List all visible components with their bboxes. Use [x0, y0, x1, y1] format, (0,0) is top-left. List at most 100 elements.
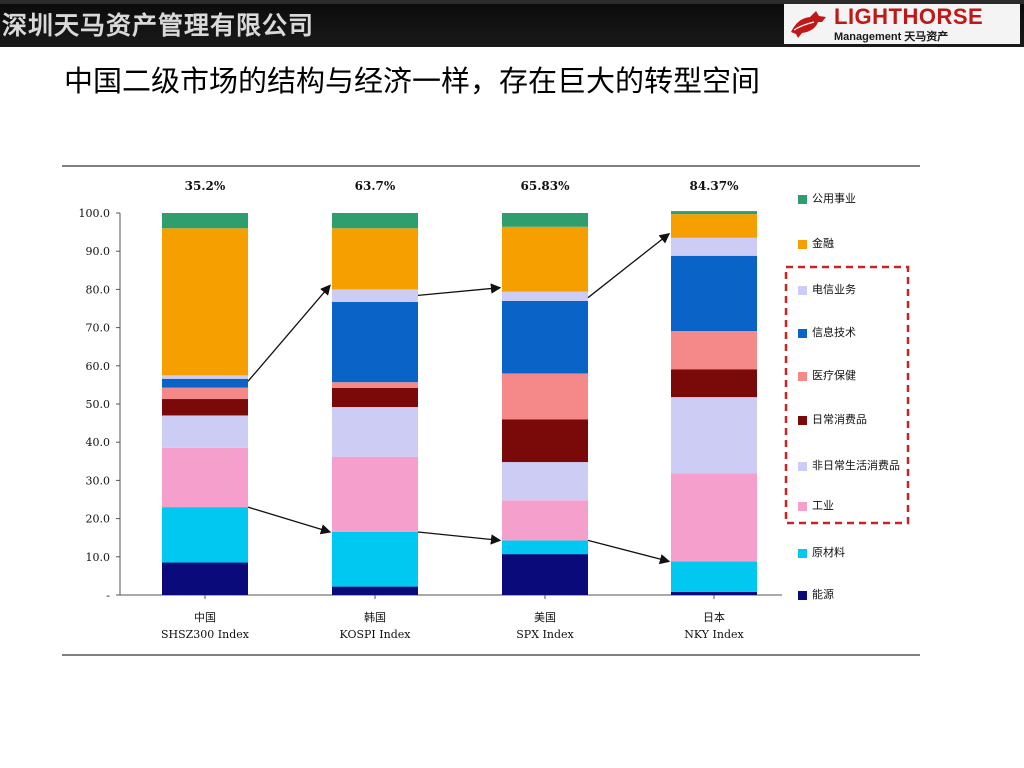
x-index-label: SPX Index: [516, 628, 574, 641]
bar-segment: [502, 554, 588, 595]
legend-item: 电信业务: [794, 282, 914, 302]
sector-structure-chart: 100.0 90.0 80.0 70.0 60.0 50.0 40.0 30.0 20.0 10.…: [62, 165, 920, 657]
trend-arrow: [417, 531, 502, 545]
y-tick-label: 20.0: [86, 513, 111, 526]
stacked-bar-chart: 100.0 90.0 80.0 70.0 60.0 50.0 40.0 30.0 20.0 10.…: [62, 165, 920, 656]
trend-arrow: [247, 506, 332, 535]
bar-segment: [162, 387, 248, 400]
company-name: 深圳天马资产管理有限公司: [2, 11, 315, 40]
bar-segment: [332, 531, 418, 587]
legend-item: 原材料: [794, 545, 914, 565]
y-tick-label: 50.0: [86, 398, 111, 411]
bar-segment: [502, 500, 588, 541]
legend-label: 金融: [812, 237, 834, 250]
legend-item: 医疗保健: [794, 368, 914, 388]
lighthorse-logo: LIGHTHORSE Management 天马资产: [784, 4, 1020, 44]
bar-segment: [332, 456, 418, 532]
header-top-line: [0, 0, 1024, 4]
trend-arrow: [247, 284, 331, 382]
legend-item: 工业: [794, 498, 914, 518]
bar-segment: [332, 586, 418, 595]
bar-segment: [332, 407, 418, 457]
legend-swatch: [798, 286, 807, 295]
x-index-label: SHSZ300 Index: [161, 628, 250, 641]
bar-segment: [162, 507, 248, 563]
legend-item: 金融: [794, 236, 914, 256]
trend-arrow: [417, 283, 502, 297]
bar-segment: [332, 213, 418, 229]
legend-label: 电信业务: [812, 283, 856, 296]
bar-segment: [332, 382, 418, 388]
logo-sub-text: Management 天马资产: [834, 31, 949, 43]
legend-item: 非日常生活消费品: [794, 458, 914, 478]
legend-swatch: [798, 462, 807, 471]
y-tick-label: 90.0: [86, 245, 111, 258]
legend-item: 能源: [794, 587, 914, 607]
x-category-label: 韩国: [364, 610, 386, 624]
bar-segment: [671, 591, 757, 595]
x-category-label: 美国: [534, 611, 556, 624]
legend-label: 非日常生活消费品: [812, 459, 900, 472]
legend-label: 工业: [812, 499, 834, 512]
bar-segment: [671, 369, 757, 398]
bar-segment: [332, 289, 418, 303]
legend-swatch: [798, 195, 807, 204]
bar-top-label: 63.7%: [355, 179, 396, 193]
legend-label: 信息技术: [812, 326, 856, 339]
legend-item: 公用事业: [794, 191, 914, 211]
bar-segment: [332, 302, 418, 383]
bar-segment: [502, 462, 588, 501]
legend-swatch: [798, 329, 807, 338]
y-tick-label: 60.0: [86, 360, 111, 373]
bar-segment: [162, 213, 248, 229]
bar-segment: [502, 300, 588, 374]
bar-segment: [671, 397, 757, 474]
legend-label: 医疗保健: [812, 369, 856, 382]
y-tick-label: 10.0: [86, 551, 111, 564]
bar-segment: [502, 540, 588, 555]
bar-segment: [671, 255, 757, 332]
y-tick-label: 100.0: [79, 207, 111, 220]
bar-top-label: 65.83%: [521, 179, 571, 193]
y-tick-label: 70.0: [86, 322, 111, 335]
bar-segment: [332, 387, 418, 408]
x-index-label: NKY Index: [684, 628, 744, 641]
bar-segment: [671, 561, 757, 592]
legend-label: 能源: [812, 588, 834, 601]
y-tick-label: 40.0: [86, 436, 111, 449]
bar-segment: [671, 331, 757, 370]
x-category-label: 日本: [703, 610, 725, 624]
bar-segment: [162, 375, 248, 379]
legend-item: 信息技术: [794, 325, 914, 345]
legend-highlight-box: [784, 265, 910, 525]
bar-segment: [671, 214, 757, 238]
bar-segment: [162, 228, 248, 376]
trend-arrow: [587, 539, 671, 565]
legend-swatch: [798, 416, 807, 425]
legend-swatch: [798, 549, 807, 558]
legend-swatch: [798, 372, 807, 381]
bar-segment: [502, 291, 588, 301]
slide-header: 深圳天马资产管理有限公司 LIGHTHORSE Management 天马资产: [0, 0, 1024, 47]
legend-label: 公用事业: [812, 192, 856, 205]
bar-segment: [502, 419, 588, 463]
bar-segment: [162, 447, 248, 508]
legend-label: 原材料: [812, 546, 845, 559]
bar-segment: [502, 373, 588, 420]
bar-top-label: 84.37%: [690, 179, 740, 193]
logo-brand-text: LIGHTHORSE: [834, 4, 984, 29]
bar-segment: [502, 213, 588, 227]
legend-swatch: [798, 591, 807, 600]
bar-segment: [162, 399, 248, 416]
legend-label: 日常消费品: [812, 413, 867, 426]
slide-title: 中国二级市场的结构与经济一样，存在巨大的转型空间: [64, 64, 761, 98]
bar-segment: [502, 226, 588, 292]
y-tick-label: 80.0: [86, 283, 111, 296]
legend-swatch: [798, 240, 807, 249]
y-tick-label: 30.0: [86, 474, 111, 487]
bar-segment: [671, 237, 757, 256]
bar-segment: [671, 473, 757, 562]
horse-icon: [791, 11, 826, 38]
legend-item: 日常消费品: [794, 412, 914, 432]
bar-segment: [162, 415, 248, 448]
